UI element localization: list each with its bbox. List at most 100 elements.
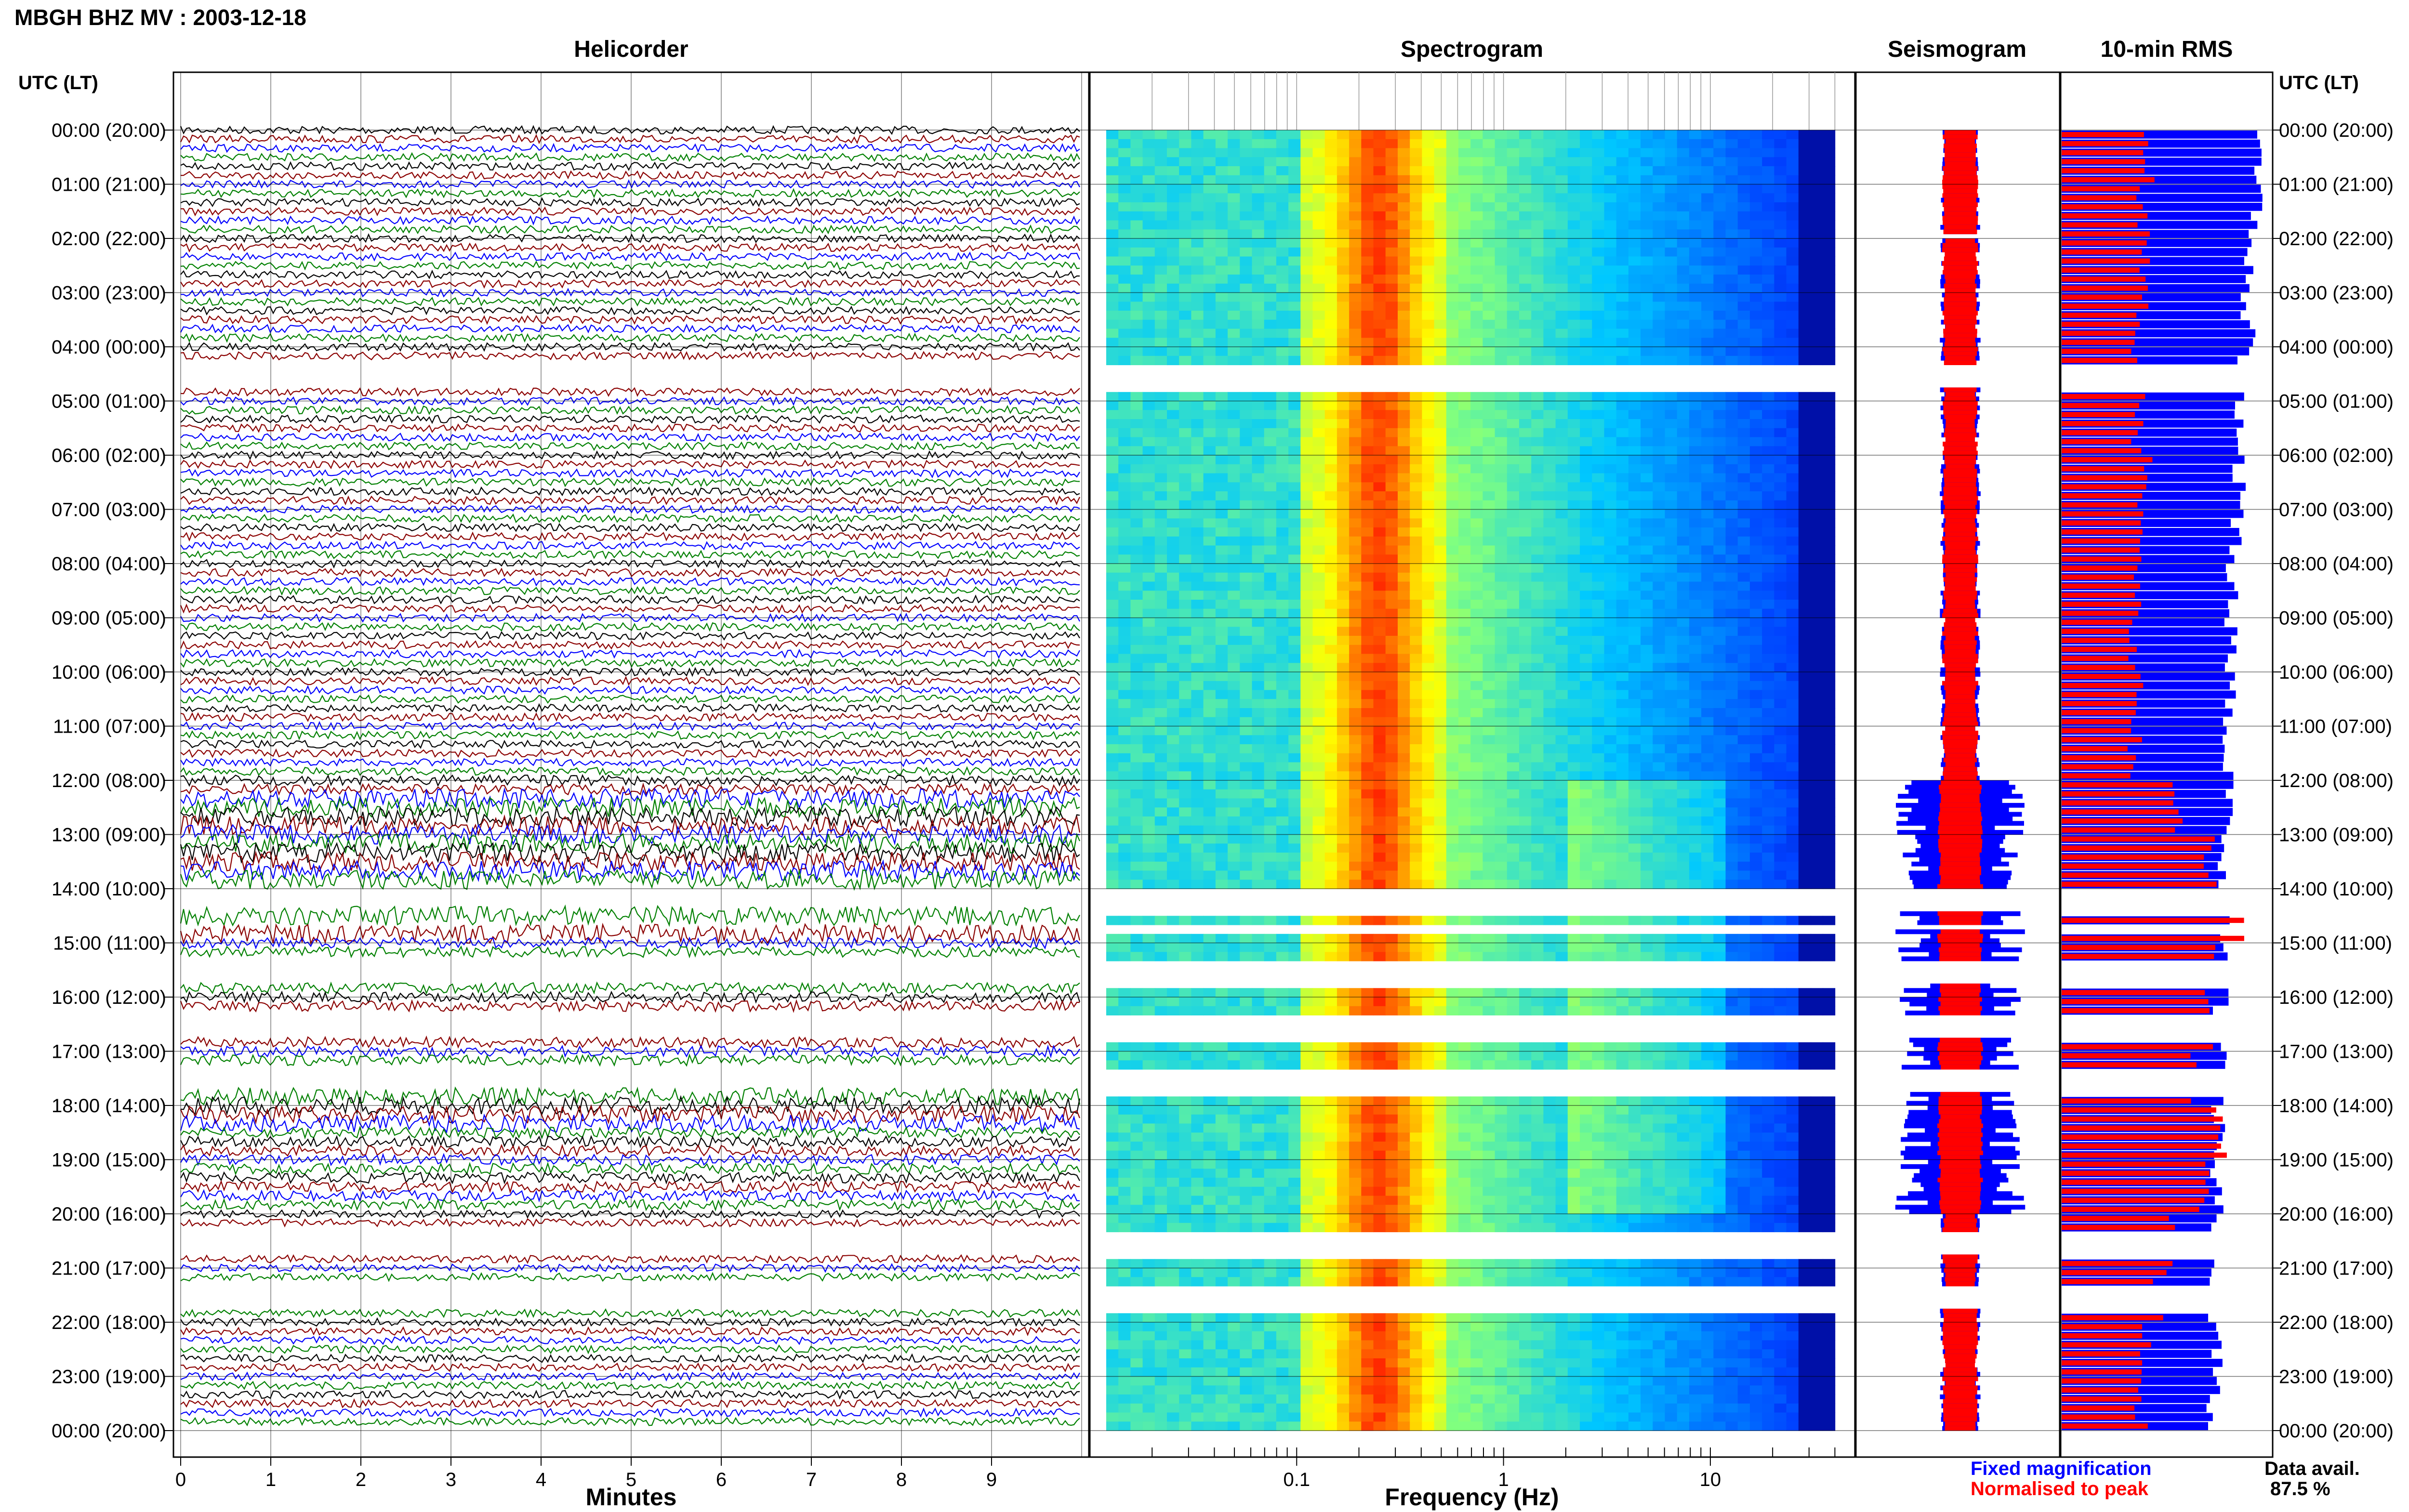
spectrogram-cell [1446, 618, 1459, 627]
spectrogram-cell [1531, 302, 1544, 311]
spectrogram-cell [1215, 545, 1228, 555]
spectrogram-cell [1470, 247, 1483, 257]
spectrogram-cell [1616, 275, 1629, 284]
spectrogram-cell [1604, 347, 1617, 356]
spectrogram-cell [1106, 211, 1119, 221]
spectrogram-cell [1641, 780, 1654, 790]
spectrogram-cell [1507, 419, 1520, 429]
helicorder-trace [180, 260, 1080, 271]
spectrogram-cell [1373, 816, 1386, 826]
spectrogram-cell [1823, 148, 1836, 158]
spectrogram-cell [1628, 130, 1641, 140]
spectrogram-cell [1689, 708, 1702, 718]
spectrogram-cell [1252, 319, 1265, 329]
spectrogram-cell [1130, 319, 1143, 329]
spectrogram-cell [1811, 419, 1823, 429]
spectrogram-cell [1398, 762, 1410, 772]
spectrogram-cell [1713, 275, 1726, 284]
spectrogram-cell [1701, 275, 1714, 284]
spectrogram-cell [1786, 654, 1799, 663]
spectrogram-cell [1725, 148, 1738, 158]
spectrogram-cell [1592, 618, 1605, 627]
spectrogram-cell [1106, 564, 1119, 573]
spectrogram-cell [1604, 265, 1617, 275]
spectrogram-cell [1604, 292, 1617, 302]
spectrogram-cell [1337, 166, 1350, 176]
spectrogram-cell [1592, 482, 1605, 492]
spectrogram-cell [1264, 762, 1277, 772]
spectrogram-cell [1543, 861, 1556, 871]
spectrogram-cell [1252, 853, 1265, 862]
spectrogram-cell [1228, 139, 1241, 149]
spectrogram-cell [1215, 302, 1228, 311]
spectrogram-cell [1811, 302, 1823, 311]
spectrogram-cell [1592, 564, 1605, 573]
spectrogram-cell [1106, 807, 1119, 817]
spectrogram-cell [1725, 672, 1738, 682]
spectrogram-cell [1507, 265, 1520, 275]
spectrogram-cell [1580, 753, 1593, 763]
spectrogram-cell [1458, 410, 1471, 420]
spectrogram-cell [1398, 355, 1410, 366]
spectrogram-cell [1373, 500, 1386, 510]
spectrogram-cell [1482, 581, 1496, 591]
spectrogram-cell [1434, 446, 1447, 456]
spectrogram-cell [1665, 572, 1678, 582]
spectrogram-cell [1701, 220, 1714, 230]
spectrogram-cell [1774, 238, 1787, 248]
spectrogram-cell [1762, 247, 1775, 257]
spectrogram-cell [1470, 608, 1483, 618]
spectrogram-cell [1252, 717, 1265, 727]
spectrogram-cell [1458, 771, 1471, 781]
spectrogram-cell [1167, 753, 1179, 763]
spectrogram-cell [1628, 861, 1641, 871]
spectrogram-cell [1774, 554, 1787, 564]
spectrogram-cell [1167, 608, 1179, 618]
spectrogram-cell [1737, 690, 1750, 699]
spectrogram-cell [1616, 681, 1629, 691]
spectrogram-cell [1458, 708, 1471, 718]
spectrogram-cell [1203, 753, 1216, 763]
spectrogram-cell [1130, 735, 1143, 745]
spectrogram-cell [1434, 139, 1447, 149]
spectrogram-cell [1252, 816, 1265, 826]
spectrogram-cell [1312, 329, 1325, 338]
spectrogram-cell [1361, 608, 1374, 618]
spectrogram-cell [1130, 789, 1143, 799]
spectrogram-cell [1154, 789, 1167, 799]
spectrogram-cell [1823, 247, 1836, 257]
helicorder-trace [180, 197, 1080, 208]
spectrogram-cell [1580, 591, 1593, 600]
spectrogram-cell [1458, 428, 1471, 438]
spectrogram-cell [1616, 843, 1629, 853]
spectrogram-cell [1580, 238, 1593, 248]
spectrogram-cell [1337, 482, 1350, 492]
spectrogram-cell [1288, 672, 1301, 682]
spectrogram-cell [1507, 211, 1520, 221]
spectrogram-cell [1106, 789, 1119, 799]
spectrogram-cell [1154, 482, 1167, 492]
spectrogram-cell [1507, 861, 1520, 871]
spectrogram-cell [1470, 347, 1483, 356]
spectrogram-cell [1349, 843, 1362, 853]
spectrogram-cell [1118, 771, 1131, 781]
spectrogram-cell [1482, 392, 1496, 402]
spectrogram-cell [1349, 627, 1362, 636]
spectrogram-cell [1701, 311, 1714, 320]
spectrogram-cell [1604, 455, 1617, 465]
spectrogram-cell [1361, 853, 1374, 862]
spectrogram-cell [1725, 663, 1738, 672]
spectrogram-cell [1531, 275, 1544, 284]
spectrogram-cell [1580, 509, 1593, 519]
spectrogram-cell [1737, 789, 1750, 799]
spectrogram-cell [1616, 870, 1629, 880]
spectrogram-cell [1398, 518, 1410, 528]
spectrogram-cell [1774, 229, 1787, 239]
spectrogram-cell [1592, 708, 1605, 718]
spectrogram-cell [1641, 644, 1654, 655]
spectrogram-cell [1240, 771, 1253, 781]
spectrogram-cell [1276, 455, 1289, 465]
spectrogram-cell [1604, 220, 1617, 230]
spectrogram-cell [1823, 627, 1836, 636]
spectrogram-cell [1762, 283, 1775, 293]
